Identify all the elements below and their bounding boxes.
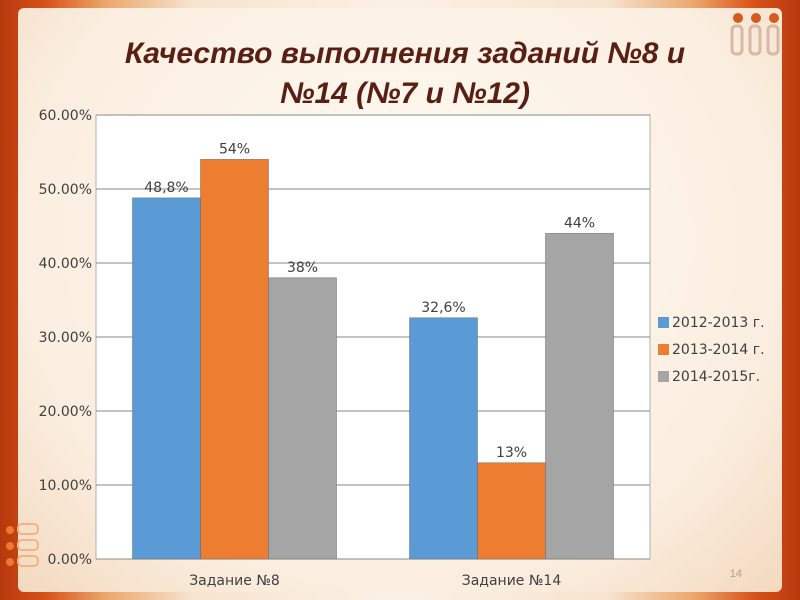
data-label: 13% [496,445,527,461]
legend-label: 2013-2014 г. [672,342,765,358]
data-label: 44% [564,215,595,231]
flower-decoration-icon [730,13,780,56]
legend-label: 2014-2015г. [672,369,760,385]
x-tick-label: Задание №8 [189,573,280,589]
legend-swatch [658,371,669,382]
title-line-1: Качество выполнения заданий №8 и [124,37,686,70]
y-tick-label: 10.00% [39,478,92,494]
bar [477,462,546,560]
x-tick-label: Задание №14 [462,573,562,589]
y-tick-label: 30.00% [39,330,92,346]
title-line-2: №14 (№7 и №12) [280,77,530,110]
y-tick-label: 60.00% [39,108,92,124]
y-tick-label: 0.00% [48,552,92,568]
slide-number: 14 [729,568,742,580]
bar [545,233,614,560]
bar [268,277,337,560]
legend-label: 2012-2013 г. [672,315,765,331]
flower-decoration-icon-bottom [6,523,39,567]
legend-swatch [658,317,669,328]
data-label: 48,8% [144,180,188,196]
y-tick-label: 50.00% [39,182,92,198]
data-label: 32,6% [421,300,465,316]
y-tick-label: 20.00% [39,404,92,420]
y-tick-label: 40.00% [39,256,92,272]
bar [200,159,269,560]
bar [409,317,478,560]
data-label: 38% [287,260,318,276]
data-label: 54% [219,141,250,157]
legend-swatch [658,344,669,355]
slide-title: Качество выполнения заданий №8 и №14 (№7… [60,34,750,114]
bar [132,197,201,560]
